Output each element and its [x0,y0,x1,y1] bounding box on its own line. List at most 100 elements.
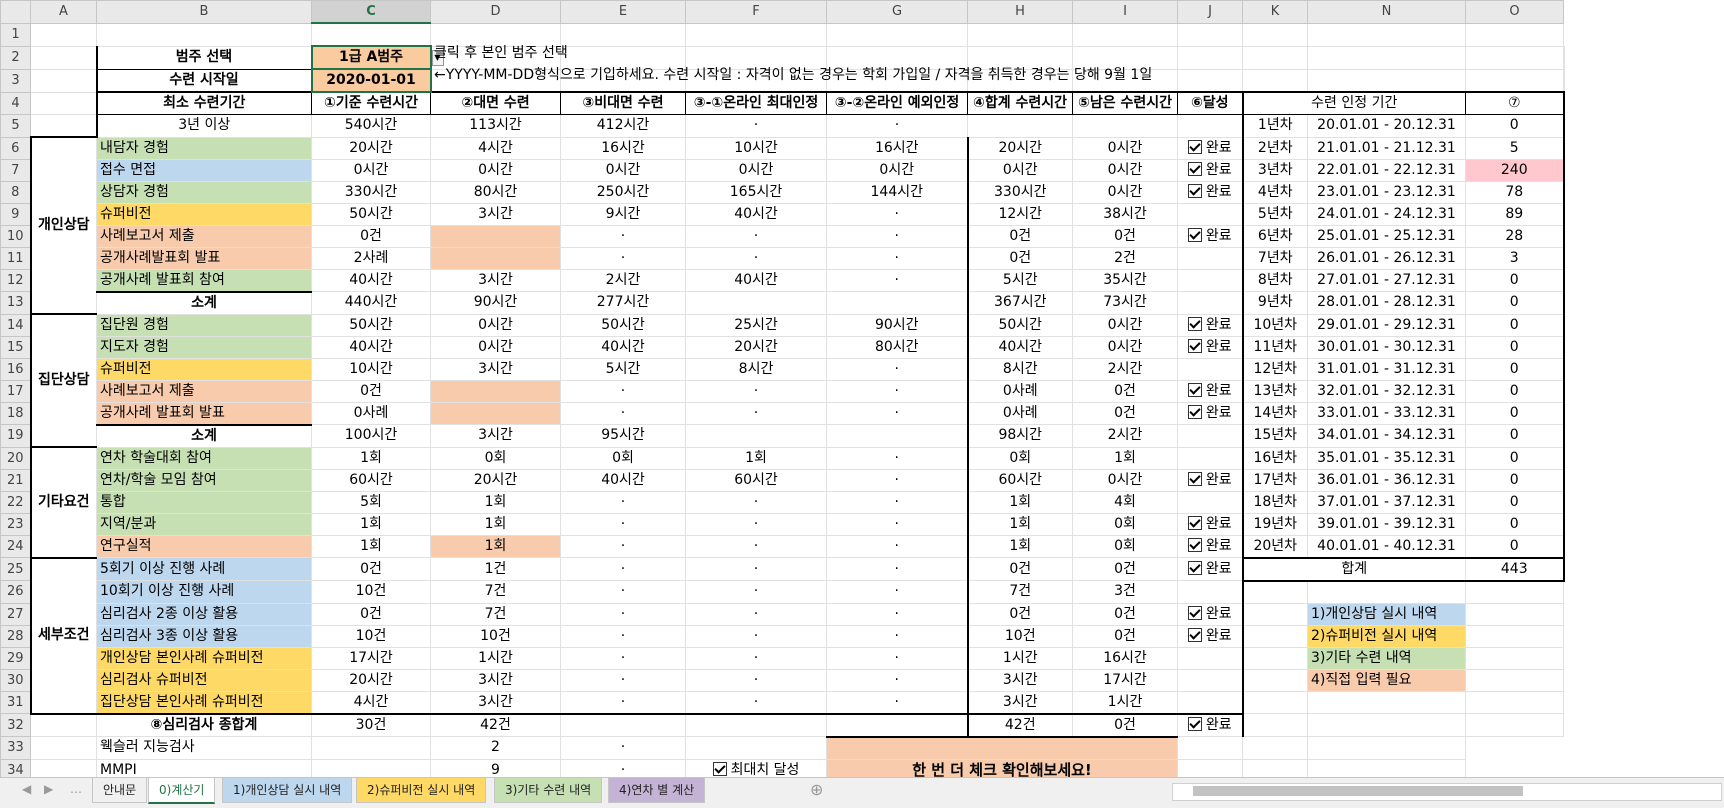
cell-face[interactable]: 3시간 [430,357,561,381]
cell-empty[interactable] [685,22,827,47]
row-header[interactable]: 8 [0,180,31,204]
row-header[interactable]: 3 [0,68,31,93]
cell-base[interactable]: 20시간 [311,136,431,160]
row-header[interactable]: 18 [0,401,31,425]
cell-empty[interactable] [1242,646,1308,670]
cell-empty[interactable] [1465,624,1564,648]
header-remaining[interactable]: ⑤남은 수련시간 [1072,91,1178,115]
checkbox-icon[interactable] [1187,316,1202,331]
cell-online-exception[interactable]: · [826,690,968,714]
cell-empty[interactable] [1307,736,1466,760]
row-label[interactable]: 심리검사 슈퍼비전 [96,668,312,692]
cell-remaining[interactable]: 17시간 [1072,668,1178,692]
cell-base[interactable]: 0건 [311,224,431,248]
row-label[interactable]: 접수 면접 [96,158,312,182]
cell-face[interactable]: 9 [430,758,561,777]
cell-nonface[interactable]: · [560,736,686,760]
cell-face[interactable]: 0시간 [430,335,561,359]
total-label[interactable]: 합계 [1242,556,1466,582]
cell-total[interactable]: 3시간 [966,668,1073,692]
row-label[interactable]: 심리검사 3종 이상 활용 [96,624,312,648]
year-range[interactable]: 26.01.01 - 26.12.31 [1307,246,1466,270]
cell-empty[interactable] [1242,45,1308,70]
row-label[interactable]: 사례보고서 제출 [96,224,312,248]
checkbox-icon[interactable] [712,761,727,776]
spreadsheet-grid[interactable]: A B C D E F G H I J K N O 1 2 범주 선택 1급 A범주 ▼… [0,0,1724,777]
tab-individual-counseling[interactable]: 1)개인상담 실시 내역 [222,778,353,803]
row-header[interactable]: 30 [0,668,31,692]
cell-total[interactable]: 0건 [966,224,1073,248]
cell-face[interactable]: 10건 [430,624,561,648]
cell-base[interactable]: 17시간 [311,646,431,670]
cell-online-exception[interactable]: · [826,401,968,425]
cell-total[interactable]: 0건 [966,557,1073,581]
year-label[interactable]: 15년차 [1242,424,1308,448]
cell-empty[interactable] [1307,580,1466,604]
total-value[interactable]: 443 [1465,556,1565,582]
row-header[interactable]: 12 [0,268,31,292]
cell-achieved[interactable] [1177,446,1244,470]
cell-achieved[interactable]: 완료 [1177,712,1244,737]
cell-remaining[interactable]: 0건 [1072,602,1178,626]
cell-empty[interactable] [1177,736,1243,760]
cell-base[interactable]: 60시간 [311,468,431,492]
row-label[interactable]: MMPI [96,758,312,777]
cell-empty[interactable] [1177,68,1243,93]
row-label[interactable]: 공개사례 발표회 참여 [96,268,312,292]
cell-face[interactable]: 1회 [430,490,561,514]
cell-a[interactable] [30,91,97,115]
cell-remaining[interactable]: 0건 [1072,624,1178,648]
cell-base[interactable]: 10건 [311,624,431,648]
cell-remaining[interactable]: 0건 [1072,224,1178,248]
cell-online-exception[interactable]: 80시간 [826,335,968,359]
row-header[interactable]: 13 [0,291,31,315]
header-non-face[interactable]: ③비대면 수련 [560,91,686,115]
row-header[interactable]: 20 [0,446,31,470]
checkbox-icon[interactable] [1187,161,1202,176]
cell-online-exception[interactable]: · [826,512,968,536]
cell-achieved[interactable]: 완료 [1177,158,1244,182]
cell-achieved[interactable] [1177,690,1244,714]
cell-remaining[interactable]: 0시간 [1072,335,1178,359]
cell-base[interactable]: 40시간 [311,268,431,292]
row-header[interactable]: 15 [0,335,31,359]
cell-empty[interactable] [1465,690,1564,714]
year-count[interactable]: 0 [1465,446,1565,470]
year-label[interactable]: 20년차 [1242,534,1308,558]
cell-achieved[interactable]: 완료 [1177,512,1244,536]
row-header[interactable]: 16 [0,357,31,381]
cell-nonface[interactable]: 0회 [560,446,686,470]
check-reminder-banner[interactable]: 한 번 더 체크 확인해보세요! [826,758,1178,777]
add-sheet-icon[interactable]: ⊕ [810,780,824,799]
cell-online-exception[interactable]: · [826,602,968,626]
col-header-c[interactable]: C [311,0,431,24]
row-label[interactable]: 상담자 경험 [96,180,312,204]
year-range[interactable]: 20.01.01 - 20.12.31 [1307,114,1466,138]
cell-face[interactable] [430,224,561,248]
cell-online-max[interactable]: · [685,534,827,558]
cell-base[interactable]: 440시간 [311,291,431,315]
year-count[interactable]: 78 [1465,180,1565,204]
select-all-corner[interactable] [0,0,31,24]
year-count[interactable]: 0 [1465,379,1565,403]
cell-face[interactable]: 1회 [430,512,561,536]
cell-empty[interactable] [1465,646,1564,670]
row-header[interactable]: 5 [0,114,31,138]
group-label-g3[interactable]: 기타요건 [29,446,97,559]
cell-base[interactable]: 20시간 [311,668,431,692]
reminder-banner-top[interactable] [826,735,1178,760]
header-base-hours[interactable]: ①기준 수련시간 [311,91,431,115]
year-range[interactable]: 30.01.01 - 30.12.31 [1307,335,1466,359]
year-range[interactable]: 36.01.01 - 36.12.31 [1307,468,1466,492]
cell-nonface[interactable]: · [560,758,686,777]
cell-empty[interactable] [1465,668,1564,692]
cell-online-max[interactable]: · [685,624,827,648]
cell-online-exception[interactable]: 0시간 [826,158,968,182]
cell-nonface[interactable]: · [560,379,686,403]
cell-achieved[interactable]: 완료 [1177,557,1244,581]
cell-remaining[interactable]: 4회 [1072,490,1178,514]
header-seven[interactable]: ⑦ [1465,91,1565,115]
cell-empty[interactable] [1242,602,1308,626]
col-header-j[interactable]: J [1177,0,1243,24]
year-label[interactable]: 19년차 [1242,512,1308,536]
